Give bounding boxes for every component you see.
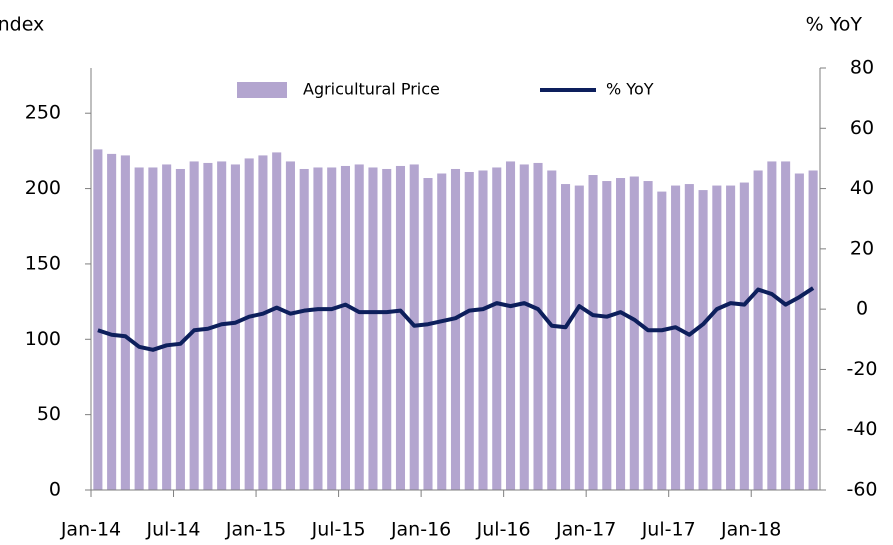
x-tick-label: Jul-14 — [146, 519, 201, 541]
bar — [519, 164, 529, 490]
x-tick-label: Jul-17 — [641, 519, 696, 541]
y2-tick-label: 20 — [850, 237, 874, 259]
y-tick-label: 100 — [25, 328, 61, 350]
y-axis-label: Index — [0, 14, 44, 36]
y-tick-label: 50 — [37, 403, 61, 425]
bar — [120, 155, 130, 490]
legend-swatch — [237, 82, 287, 98]
bar — [464, 171, 474, 490]
bar — [698, 190, 708, 491]
bar — [560, 184, 571, 491]
x-tick-label: Jan-18 — [720, 519, 781, 541]
line — [97, 286, 815, 352]
bar — [808, 170, 818, 490]
bar — [299, 168, 309, 490]
x-tick-label: Jan-14 — [60, 519, 121, 541]
bar — [327, 167, 337, 490]
bar — [684, 184, 694, 491]
bar — [794, 173, 804, 490]
bar — [505, 161, 516, 490]
bar — [107, 153, 117, 490]
bar — [492, 167, 502, 490]
bar — [423, 178, 433, 490]
bar — [354, 164, 364, 490]
y2-tick-label: 60 — [850, 117, 874, 139]
bar — [244, 158, 254, 490]
bar — [657, 191, 667, 491]
bar — [230, 164, 240, 490]
bar — [712, 185, 722, 491]
bar — [753, 170, 763, 490]
legend-label: % YoY — [606, 80, 654, 99]
bar — [781, 161, 791, 490]
y2-tick-label: -20 — [846, 358, 877, 380]
bar — [368, 167, 378, 490]
bar — [313, 167, 323, 490]
bar — [189, 161, 199, 490]
y2-tick-label: 40 — [850, 177, 874, 199]
bar — [726, 185, 736, 491]
x-tick-label: Jan-15 — [225, 519, 286, 541]
bar — [175, 168, 185, 490]
bar — [258, 155, 268, 490]
y2-tick-label: 0 — [856, 298, 868, 320]
bar — [671, 185, 681, 491]
bar — [478, 170, 488, 490]
y-tick-label: 150 — [25, 252, 61, 274]
bar — [162, 164, 172, 490]
y-tick-label: 0 — [49, 479, 61, 501]
bar — [134, 167, 144, 490]
bar — [533, 162, 543, 490]
bar — [382, 168, 392, 490]
x-tick-label: Jul-15 — [311, 519, 366, 541]
bar — [616, 178, 626, 490]
bar — [148, 167, 158, 490]
bar — [602, 181, 612, 491]
bar — [588, 175, 598, 490]
bar — [285, 161, 295, 490]
bar — [547, 170, 557, 490]
y2-tick-label: -40 — [846, 418, 877, 440]
y2-axis-label: % YoY — [806, 14, 863, 36]
legend-label: Agricultural Price — [303, 80, 440, 99]
bar — [629, 176, 639, 490]
bar — [574, 185, 584, 491]
y-tick-label: 250 — [25, 102, 61, 124]
x-tick-label: Jan-16 — [390, 519, 451, 541]
bar — [767, 161, 777, 490]
x-tick-label: Jan-17 — [555, 519, 616, 541]
x-tick-label: Jul-16 — [476, 519, 531, 541]
bar — [739, 182, 749, 491]
bar — [272, 152, 282, 490]
y2-tick-label: -60 — [846, 479, 877, 501]
bar — [93, 149, 103, 490]
bar — [203, 162, 213, 490]
bar — [437, 173, 447, 490]
bar — [643, 181, 653, 491]
y-tick-label: 200 — [25, 177, 61, 199]
bar — [340, 165, 351, 490]
y2-tick-label: 80 — [850, 57, 874, 79]
bar — [395, 165, 406, 490]
bar — [450, 168, 461, 490]
